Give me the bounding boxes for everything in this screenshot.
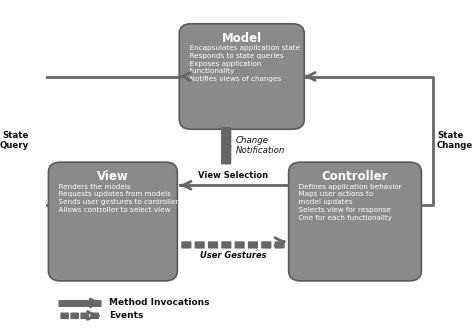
- FancyBboxPatch shape: [221, 153, 231, 160]
- Text: Encapsulates application state
  Responds to state queries
  Exposes application: Encapsulates application state Responds …: [185, 45, 300, 82]
- FancyBboxPatch shape: [289, 162, 421, 281]
- Text: View: View: [97, 170, 129, 183]
- Text: User Gestures: User Gestures: [200, 251, 266, 260]
- FancyBboxPatch shape: [274, 241, 285, 249]
- FancyBboxPatch shape: [60, 312, 69, 319]
- FancyBboxPatch shape: [70, 312, 79, 319]
- FancyBboxPatch shape: [221, 127, 231, 134]
- Text: Model: Model: [222, 32, 262, 45]
- Text: Method Invocations: Method Invocations: [109, 299, 210, 307]
- Text: Change
Notification: Change Notification: [236, 136, 285, 156]
- FancyBboxPatch shape: [221, 131, 231, 139]
- Text: Defines application behavior
  Maps user actions to
  model updates
  Selects vi: Defines application behavior Maps user a…: [294, 184, 402, 221]
- FancyBboxPatch shape: [221, 136, 231, 143]
- FancyBboxPatch shape: [221, 157, 231, 165]
- Text: View Selection: View Selection: [198, 171, 268, 180]
- FancyBboxPatch shape: [221, 144, 231, 152]
- FancyBboxPatch shape: [221, 149, 231, 156]
- FancyBboxPatch shape: [261, 241, 271, 249]
- FancyBboxPatch shape: [248, 241, 258, 249]
- Text: Events: Events: [109, 311, 143, 320]
- Text: State
Query: State Query: [0, 131, 29, 151]
- Text: Controller: Controller: [322, 170, 388, 183]
- Text: State
Change: State Change: [437, 131, 474, 151]
- FancyBboxPatch shape: [235, 241, 245, 249]
- FancyBboxPatch shape: [179, 24, 304, 129]
- FancyBboxPatch shape: [208, 241, 218, 249]
- FancyBboxPatch shape: [48, 162, 177, 281]
- Text: Renders the models
  Requests updates from models
  Sends user gestures to contr: Renders the models Requests updates from…: [55, 184, 179, 213]
- FancyBboxPatch shape: [91, 312, 99, 319]
- FancyBboxPatch shape: [221, 241, 231, 249]
- FancyBboxPatch shape: [81, 312, 89, 319]
- FancyBboxPatch shape: [181, 241, 191, 249]
- FancyBboxPatch shape: [195, 241, 205, 249]
- FancyBboxPatch shape: [221, 140, 231, 147]
